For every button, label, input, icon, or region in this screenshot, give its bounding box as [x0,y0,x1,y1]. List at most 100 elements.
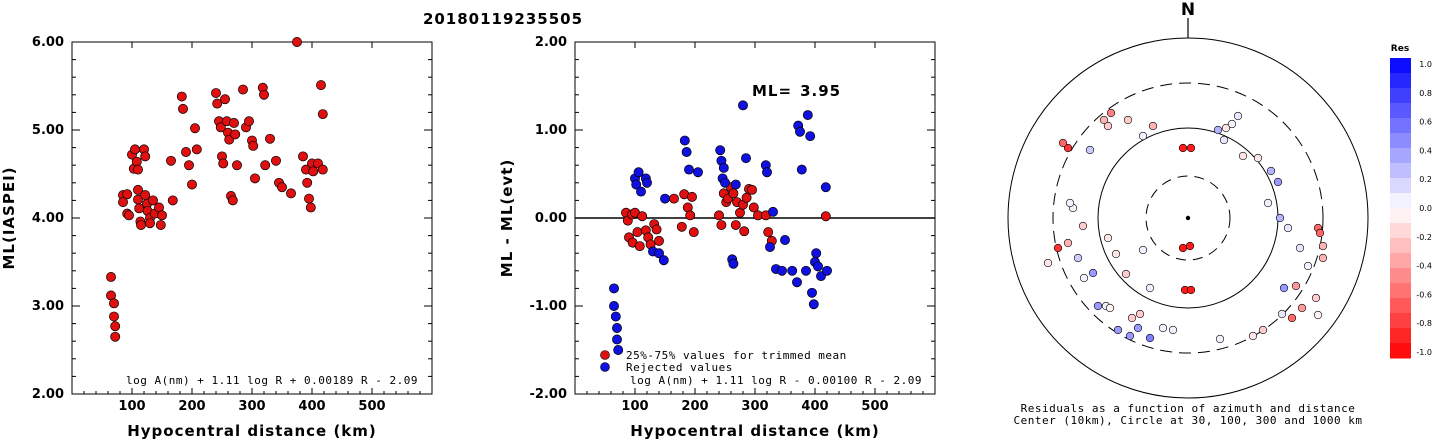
rejected-residual-point [802,110,813,120]
station-residual-marker [1085,145,1095,155]
station-residual-marker [1145,333,1155,343]
rejected-residual-point [684,164,694,175]
station-magnitude-point [292,37,302,47]
station-residual-marker [1168,325,1178,335]
station-magnitude-point [148,195,158,206]
station-residual-marker [1258,325,1268,335]
station-magnitude-point [133,184,143,195]
station-magnitude-point [230,129,241,140]
station-magnitude-point [316,80,326,91]
used-residual-point [687,191,697,202]
residual-xtick-label: 100 [621,399,648,414]
station-residual-marker [1221,123,1231,133]
station-magnitude-point [304,193,314,204]
station-magnitude-point [110,321,121,332]
used-residual-point [747,184,757,195]
station-magnitude-point [298,151,308,162]
ml-value: 3.95 [800,82,841,100]
magnitude-xtick-label: 400 [298,399,325,414]
colorbar-band [1390,238,1411,254]
station-magnitude-point [124,210,134,221]
rejected-residual-point [654,248,664,259]
station-magnitude-point [136,220,146,230]
rejected-residual-point [612,334,622,345]
station-magnitude-point [122,189,133,200]
magnitude-plot-equation: log A(nm) + 1.11 log R + 0.00189 R - 2.0… [126,374,418,387]
colorbar-band [1390,223,1411,239]
station-residual-marker [1263,198,1273,208]
residual-xtick-label: 400 [801,399,828,414]
station-residual-marker [1275,213,1285,223]
magnitude-xtick-label: 500 [358,399,385,414]
rejected-residual-point [631,179,642,190]
station-magnitude-point [140,190,151,201]
station-residual-marker [1079,273,1089,283]
epicenter-dot [1185,215,1191,221]
rejected-residual-point [730,179,741,190]
used-residual-point [739,226,750,237]
colorbar-band [1390,268,1411,284]
station-magnitude-point [140,151,151,162]
station-magnitude-point [167,195,178,206]
station-magnitude-point [178,103,188,114]
residual-xtick-label: 200 [681,399,708,414]
colorbar-band [1390,58,1411,74]
rejected-residual-point [796,164,807,175]
rejected-residual-point [609,283,619,294]
legend-used-marker [600,350,610,360]
station-magnitude-point [176,91,187,102]
colorbar-band [1390,163,1411,179]
circle-30km [1145,175,1231,261]
rejected-residual-point [807,287,817,298]
station-magnitude-point [308,166,319,177]
station-magnitude-point [157,210,167,221]
rejected-residual-point [642,177,652,188]
station-residual-marker [1053,243,1063,253]
station-magnitude-point [265,133,275,144]
station-magnitude-point [271,155,281,166]
rejected-residual-point [715,145,726,156]
colorbar-tick-label: 0.0 [1419,204,1432,213]
colorbar-band [1390,193,1411,209]
station-residual-marker [1283,223,1293,233]
magnitude-plot-ylabel: ML(IASPEI) [0,166,18,269]
magnitude-plot: 100 200 300 400 500 2.00 3.00 4.00 5.00 6.00 ML(I… [0,35,433,440]
colorbar-tick-label: 1.0 [1419,60,1432,69]
station-magnitude-point [238,84,248,95]
colorbar-band [1390,208,1411,224]
station-magnitude-point [187,179,197,190]
used-residual-point [714,210,724,221]
azimuth-plot: N Residuals as a function of azimuth and… [1007,0,1369,427]
station-residual-marker [1186,143,1196,153]
residual-plot-xlabel: Hypocentral distance (km) [630,422,880,440]
station-residual-marker [1233,111,1243,121]
colorbar-band [1390,328,1411,344]
rejected-residual-point [795,126,805,137]
rejected-residual-point [693,167,703,178]
station-markers [1043,108,1328,344]
ml-label: ML= 3.95 [752,82,841,100]
station-residual-marker [1227,119,1237,129]
station-magnitude-point [109,311,119,322]
station-residual-marker [1133,323,1143,333]
rejected-residual-point [813,261,823,272]
station-residual-marker [1063,143,1073,153]
residual-plot-marks: 100 200 300 400 500 -2.00 -1.00 0.00 1.00 2.00 [530,35,935,414]
used-residual-point [688,227,699,238]
station-residual-marker [1238,151,1248,161]
colorbar-tick-label: -0.8 [1416,319,1432,328]
station-magnitude-point [277,182,287,193]
station-residual-marker [1178,243,1188,253]
station-magnitude-point [218,158,229,169]
magnitude-ytick-label: 5.00 [32,123,64,138]
legend-rejected-label: Rejected values [626,361,733,374]
station-residual-marker [1123,115,1133,125]
station-magnitude-point [212,98,223,109]
station-residual-marker [1099,115,1109,125]
rejected-residual-point [613,345,624,355]
station-residual-marker [1088,268,1098,278]
magnitude-ytick-label: 2.00 [32,387,64,402]
colorbar-band [1390,283,1411,299]
rejected-residual-point [718,162,729,173]
used-residual-point [654,235,664,246]
